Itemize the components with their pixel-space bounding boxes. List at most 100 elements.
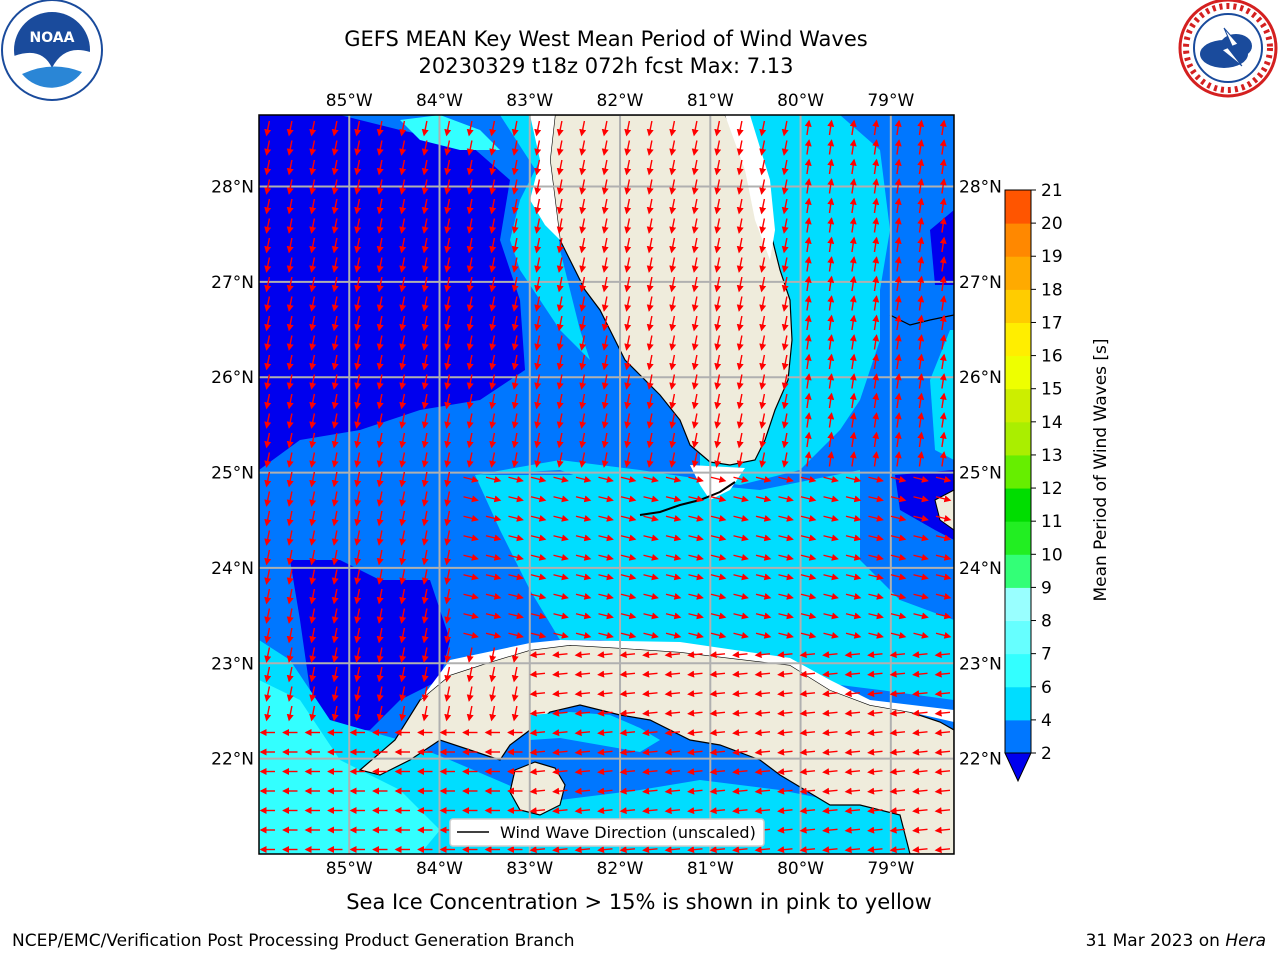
wind-arrow-193 [421,237,429,254]
wind-arrow-1176 [912,846,928,854]
wind-arrow-878 [489,666,497,683]
chart-title: GEFS MEAN Key West Mean Period of Wind W… [344,27,868,51]
wind-arrow-437 [331,393,339,410]
wind-arrow-140 [624,198,632,215]
wind-arrow-138 [579,198,587,215]
footer-credit: NCEP/EMC/Verification Post Processing Pr… [12,931,575,951]
wind-arrow-808 [309,627,317,644]
wind-arrow-544 [646,452,654,468]
wind-arrow-620 [264,510,272,527]
wind-arrow-733 [710,573,727,581]
wind-arrow-761 [643,592,659,600]
wind-arrow-571 [553,475,569,483]
cyan-zone-batabano [530,712,660,752]
wind-arrow-592 [331,491,339,507]
wind-arrow-795 [710,612,727,620]
wind-arrow-343 [309,335,317,351]
wind-arrow-117 [804,178,812,194]
wind-arrow-143 [691,198,699,215]
wind-arrow-131 [421,198,429,215]
wind-arrow-686 [354,549,362,566]
wind-arrow-923 [799,690,816,698]
wind-arrow-34 [331,140,339,156]
wind-arrow-293 [579,296,587,312]
wind-arrow-259 [511,276,519,293]
wind-arrow-946 [619,709,636,717]
wind-arrow-18 [669,120,677,137]
wind-arrow-499 [331,432,339,449]
wind-arrow-665 [575,534,592,542]
wind-arrow-602 [553,495,569,503]
wind-arrow-535 [444,452,452,468]
wind-arrow-666 [598,534,614,542]
wind-arrow-90 [894,158,902,175]
wind-arrow-304 [827,295,835,311]
wind-arrow-976 [597,729,613,737]
wind-arrow-526 [939,431,947,448]
wind-arrow-807 [286,627,294,644]
wind-arrow-698 [620,553,637,561]
wind-arrow-98 [376,179,384,195]
wind-arrow-341 [264,335,272,351]
wind-arrow-339 [917,314,925,331]
wind-arrow-472 [421,413,429,429]
wind-arrow-572 [575,475,592,483]
wind-arrow-974 [552,729,568,737]
wind-arrow-637 [643,514,659,522]
wind-arrow-586 [890,475,907,483]
wind-arrow-121 [894,178,902,194]
wind-arrow-1044 [732,768,748,776]
wind-arrow-474 [466,413,474,429]
wind-arrow-1074 [709,787,726,795]
wind-arrow-532 [376,452,384,468]
wind-arrow-242 [827,256,835,272]
wind-arrow-314 [354,315,362,332]
wind-arrow-356 [601,335,609,351]
wind-arrow-199 [556,237,564,254]
wind-arrow-563 [376,471,384,488]
cyan-zone-gulf-coast [500,115,590,360]
wind-arrow-542 [601,452,609,468]
wind-arrow-397 [827,353,835,370]
wind-arrow-596 [421,491,429,507]
wind-arrow-692 [485,553,502,561]
wind-arrow-82 [714,159,722,176]
wind-arrow-353 [534,335,542,351]
wind-arrow-438 [354,393,362,410]
wind-arrow-500 [354,432,362,449]
wind-arrow-86 [804,158,812,175]
wind-arrow-411 [444,374,452,390]
wind-arrow-105 [534,179,542,195]
wind-arrow-759 [598,592,614,600]
wind-arrow-626 [399,510,407,527]
wind-arrow-250 [309,276,317,293]
colorbar-tick-14: 18 [1041,280,1063,300]
wind-arrow-521 [827,431,835,448]
wind-arrow-15 [601,120,609,137]
florida-keys [639,481,736,516]
wind-arrow-912 [552,690,568,698]
wind-arrow-72 [489,159,497,176]
wind-arrow-525 [917,431,925,448]
wind-arrow-303 [804,295,812,311]
wind-arrow-134 [489,198,497,215]
wind-arrow-359 [669,335,677,351]
wind-arrow-533 [399,452,407,468]
wind-arrow-321 [511,315,519,332]
wind-arrow-558 [264,471,272,488]
wind-arrow-1005 [552,748,568,756]
wind-arrow-819 [553,631,569,639]
wind-arrow-231 [579,257,587,273]
wind-arrow-750 [399,588,407,605]
wind-arrow-771 [868,592,884,600]
wind-arrow-868 [264,666,272,683]
wind-arrow-695 [553,553,569,561]
wind-arrow-756 [530,592,547,600]
wind-arrow-817 [508,631,524,639]
wind-arrow-860 [777,651,793,659]
wind-arrow-891 [777,670,793,678]
wind-arrow-77 [601,159,609,176]
wind-arrow-583 [823,475,839,483]
wind-arrow-43 [534,140,542,156]
wind-arrow-755 [508,592,524,600]
